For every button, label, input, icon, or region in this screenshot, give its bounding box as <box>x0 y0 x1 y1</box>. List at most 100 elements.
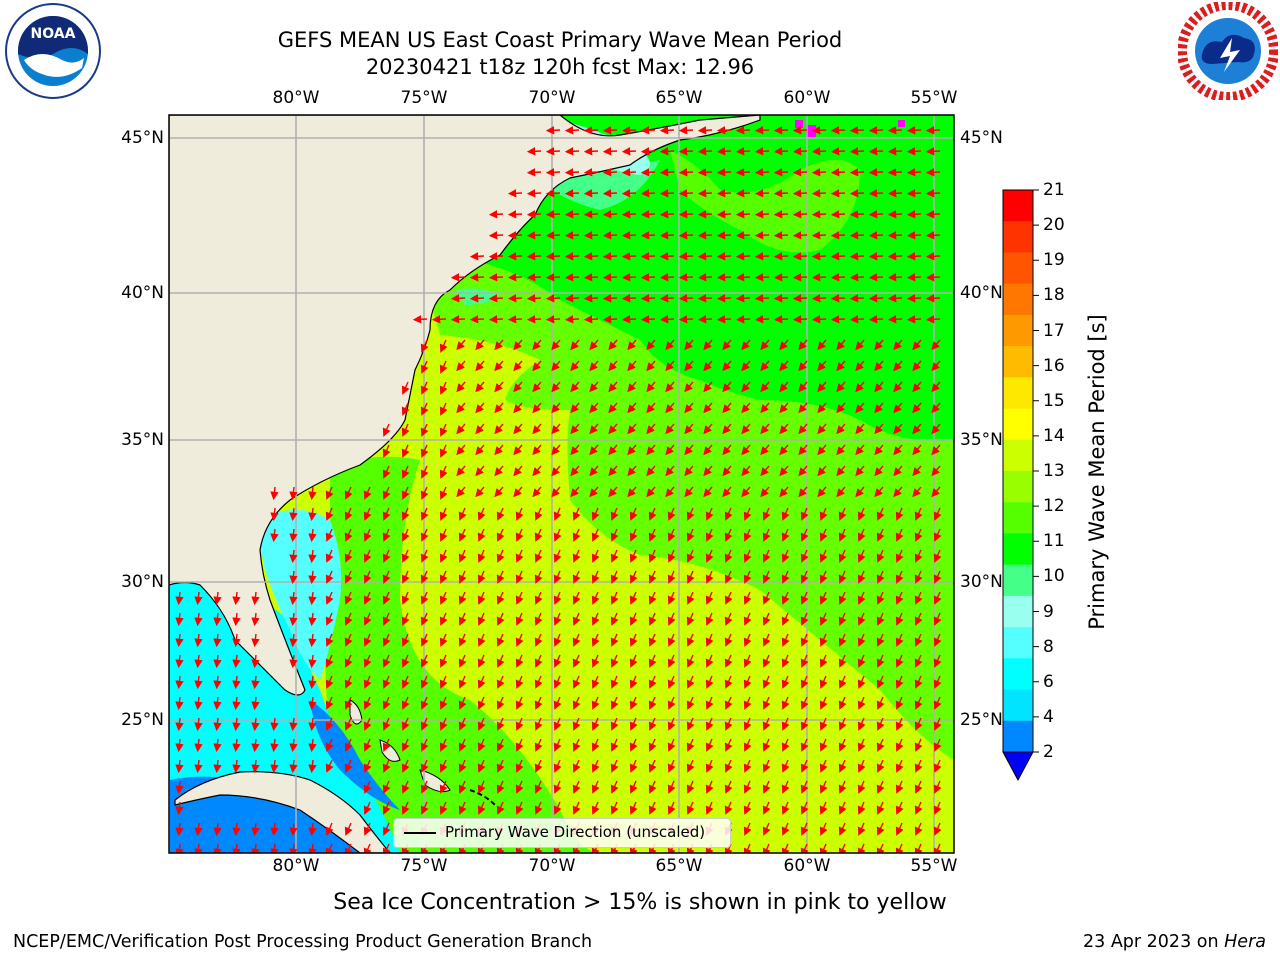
wave-direction-arrow <box>868 315 884 324</box>
wave-direction-arrow <box>629 717 638 731</box>
wave-direction-arrow <box>344 612 353 626</box>
wave-direction-arrow <box>781 549 790 563</box>
wave-direction-arrow <box>382 570 391 584</box>
wave-direction-arrow <box>534 780 543 794</box>
wave-direction-arrow <box>469 273 485 282</box>
wave-direction-arrow <box>648 801 657 815</box>
wave-direction-arrow <box>610 528 619 542</box>
wave-direction-arrow <box>665 339 675 351</box>
wave-direction-arrow <box>817 486 827 498</box>
wave-direction-arrow <box>819 528 828 542</box>
wave-direction-arrow <box>439 381 448 395</box>
wave-direction-arrow <box>648 654 657 668</box>
wave-direction-arrow <box>781 570 790 584</box>
wave-direction-arrow <box>629 801 638 815</box>
wave-direction-arrow <box>667 570 676 584</box>
lat-label-left: 35°N <box>121 430 164 450</box>
wave-direction-arrow <box>686 780 695 794</box>
wave-direction-arrow <box>475 381 485 393</box>
wave-direction-arrow <box>570 465 580 477</box>
wave-direction-arrow <box>762 822 771 836</box>
wave-direction-arrow <box>534 612 543 626</box>
wave-direction-arrow <box>450 294 466 303</box>
wave-direction-arrow <box>893 486 903 498</box>
wave-direction-arrow <box>382 738 391 752</box>
wave-direction-arrow <box>401 780 410 794</box>
wave-direction-arrow <box>545 294 561 303</box>
wave-direction-arrow <box>760 360 770 372</box>
wave-direction-arrow <box>819 654 828 668</box>
wave-direction-arrow <box>762 801 771 815</box>
colorbar-segment <box>1003 283 1033 316</box>
map-frame <box>168 114 955 854</box>
wave-direction-arrow <box>591 570 600 584</box>
wave-direction-arrow <box>678 294 694 303</box>
wave-direction-arrow <box>270 528 279 543</box>
wave-direction-arrow <box>439 339 448 353</box>
wave-direction-arrow <box>382 549 391 563</box>
wave-direction-arrow <box>830 189 846 198</box>
wave-direction-arrow <box>534 717 543 731</box>
wave-direction-arrow <box>526 189 542 198</box>
wave-direction-arrow <box>754 273 770 282</box>
cuba-landmass <box>174 771 391 853</box>
wave-direction-arrow <box>925 126 941 135</box>
wave-direction-arrow <box>648 570 657 584</box>
wave-direction-arrow <box>931 402 941 414</box>
wave-direction-arrow <box>608 486 618 498</box>
wave-direction-arrow <box>914 507 923 521</box>
wave-direction-arrow <box>232 822 241 837</box>
wave-direction-arrow <box>817 360 827 372</box>
wave-direction-arrow <box>608 444 618 456</box>
wave-direction-arrow <box>665 360 675 372</box>
wave-direction-arrow <box>382 717 391 731</box>
wave-direction-arrow <box>420 465 429 479</box>
wave-direction-arrow <box>895 528 904 542</box>
wave-direction-arrow <box>513 444 523 456</box>
wave-direction-arrow <box>646 339 656 351</box>
wave-direction-arrow <box>488 210 504 219</box>
wave-direction-arrow <box>838 822 847 836</box>
lat-label-left: 30°N <box>121 572 164 592</box>
wave-direction-arrow <box>458 696 467 710</box>
wave-direction-arrow <box>743 801 752 815</box>
colorbar-tick-label: 13 <box>1043 461 1065 481</box>
wave-direction-arrow <box>621 210 637 219</box>
wave-direction-arrow <box>194 633 203 648</box>
wave-direction-arrow <box>572 801 581 815</box>
wave-direction-arrow <box>716 189 732 198</box>
wave-direction-arrow <box>420 612 429 626</box>
wave-direction-arrow <box>513 465 523 477</box>
colorbar-title: Primary Wave Mean Period [s] <box>1085 314 1109 630</box>
wave-direction-arrow <box>420 507 429 521</box>
wave-direction-arrow <box>458 570 467 584</box>
wave-direction-arrow <box>289 654 298 669</box>
wave-direction-arrow <box>817 423 827 435</box>
wave-direction-arrow <box>477 570 486 584</box>
wave-direction-arrow <box>678 168 694 177</box>
wave-direction-arrow <box>456 360 466 372</box>
wave-direction-arrow <box>553 570 562 584</box>
wave-direction-arrow <box>779 339 789 351</box>
wave-direction-arrow <box>722 402 732 414</box>
wave-direction-arrow <box>344 675 353 689</box>
wave-direction-arrow <box>716 126 732 135</box>
wave-direction-arrow <box>213 843 222 853</box>
wave-direction-arrow <box>849 189 865 198</box>
wave-direction-arrow <box>743 612 752 626</box>
lat-label-right: 40°N <box>960 283 1003 303</box>
wave-direction-arrow <box>515 801 524 815</box>
wave-direction-arrow <box>830 252 846 261</box>
wave-direction-arrow <box>175 591 184 606</box>
wave-direction-arrow <box>906 252 922 261</box>
wave-direction-arrow <box>610 675 619 689</box>
wave-direction-arrow <box>194 822 203 837</box>
wave-direction-arrow <box>458 780 467 794</box>
wave-direction-arrow <box>382 675 391 689</box>
wave-direction-arrow <box>526 231 542 240</box>
wave-direction-arrow <box>640 273 656 282</box>
colorbar-segment <box>1003 190 1033 222</box>
wave-direction-arrow <box>553 717 562 731</box>
wave-direction-arrow <box>496 780 505 794</box>
wave-direction-arrow <box>526 294 542 303</box>
